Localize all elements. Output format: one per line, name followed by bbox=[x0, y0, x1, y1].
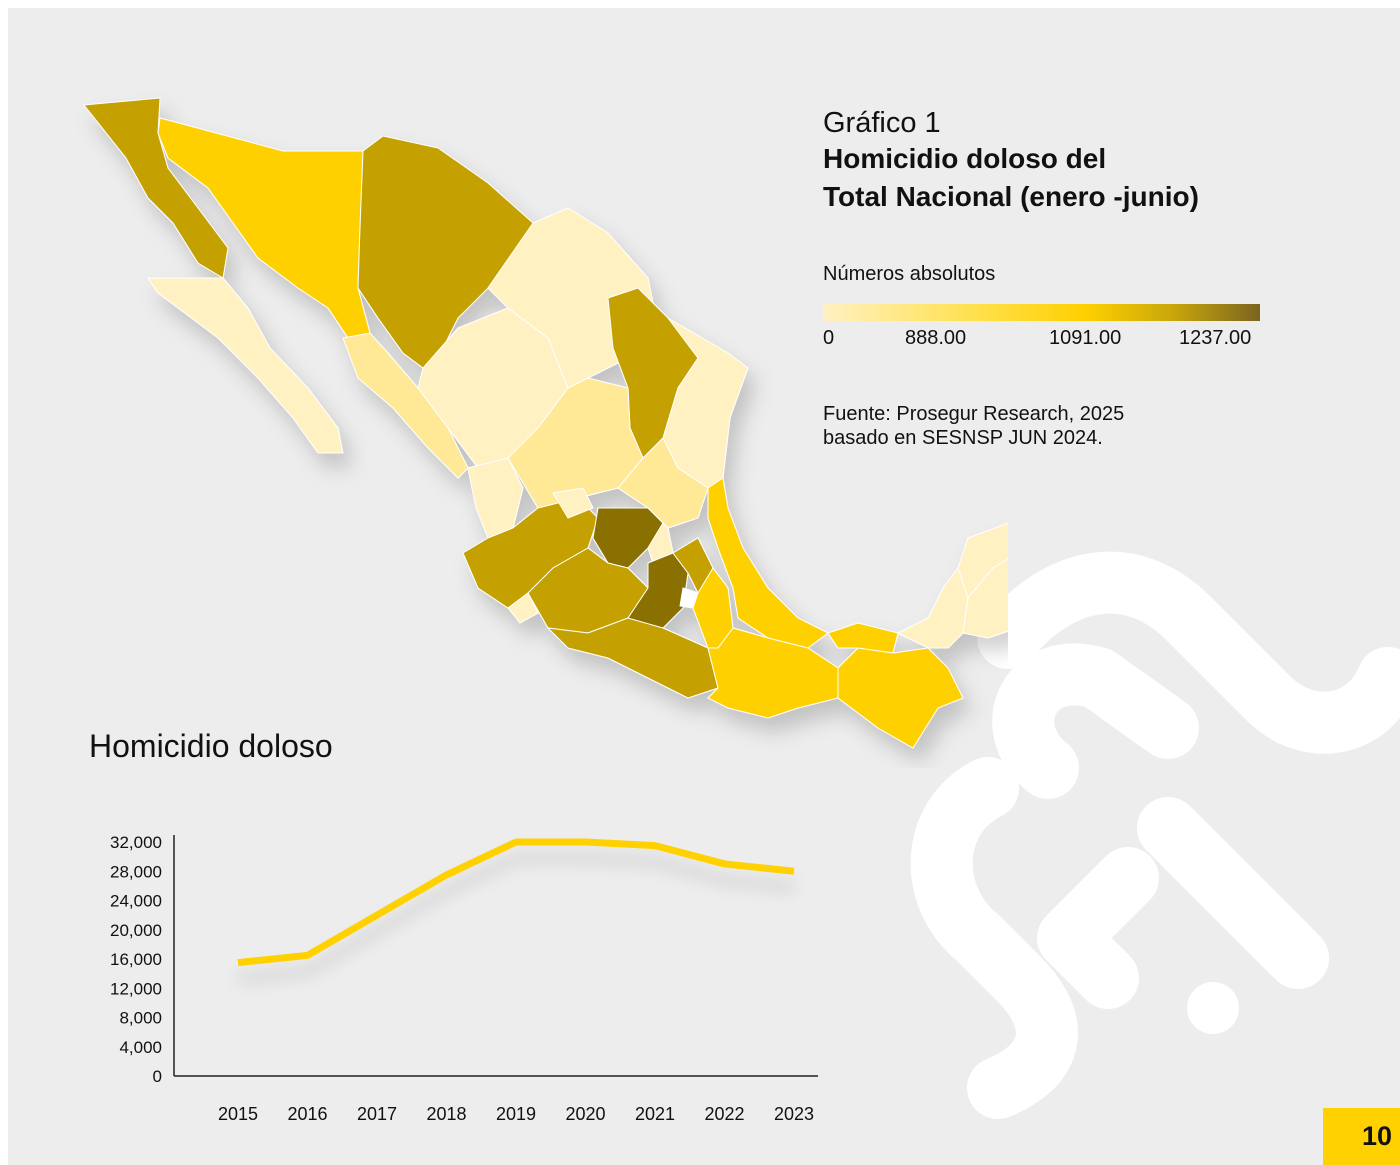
state-baja-california bbox=[83, 97, 229, 279]
state-san-luis-potosi bbox=[617, 437, 709, 529]
y-tick-label: 16,000 bbox=[110, 950, 162, 969]
state-chiapas bbox=[837, 647, 964, 749]
source-line1: Fuente: Prosegur Research, 2025 bbox=[823, 403, 1125, 425]
x-tick-label: 2019 bbox=[496, 1104, 536, 1124]
y-tick-label: 12,000 bbox=[110, 979, 162, 998]
x-tick-label: 2020 bbox=[565, 1104, 605, 1124]
figure-title-block: Gráfico 1 Homicidio doloso del Total Nac… bbox=[823, 106, 1343, 216]
mexico-choropleth-map bbox=[83, 97, 1008, 749]
legend-tick: 1091.00 bbox=[1049, 327, 1122, 349]
figure-title-line1: Homicidio doloso del bbox=[823, 143, 1107, 174]
figure-label: Gráfico 1 bbox=[823, 107, 941, 139]
map-legend: Números absolutos 0 888.00 1091.00 1237.… bbox=[823, 263, 1283, 353]
brand-watermark-icon bbox=[910, 551, 1400, 1119]
y-tick-label: 4,000 bbox=[119, 1038, 162, 1057]
source-note: Fuente: Prosegur Research, 2025 basado e… bbox=[823, 402, 1243, 450]
state-jalisco bbox=[462, 497, 599, 609]
x-tick-label: 2023 bbox=[774, 1104, 814, 1124]
state-oaxaca bbox=[707, 627, 839, 719]
legend-tick: 1237.00 bbox=[1179, 327, 1252, 349]
y-tick-label: 8,000 bbox=[119, 1009, 162, 1028]
x-tick-label: 2016 bbox=[287, 1104, 327, 1124]
x-tick-label: 2021 bbox=[635, 1104, 675, 1124]
y-tick-label: 28,000 bbox=[110, 862, 162, 881]
x-tick-label: 2017 bbox=[357, 1104, 397, 1124]
legend-tick: 0 bbox=[823, 327, 835, 349]
legend-color-scale bbox=[823, 304, 1260, 321]
legend-tick: 888.00 bbox=[905, 327, 967, 349]
state-veracruz bbox=[707, 477, 829, 649]
state-colima bbox=[507, 592, 539, 624]
legend-title: Números absolutos bbox=[823, 263, 996, 285]
figure-title-line2: Total Nacional (enero -junio) bbox=[823, 181, 1199, 212]
state-aguascalientes bbox=[552, 487, 594, 519]
report-page: Gráfico 1 Homicidio doloso del Total Nac… bbox=[8, 8, 1400, 1165]
state-quintana-roo bbox=[962, 558, 1008, 639]
y-tick-label: 20,000 bbox=[110, 921, 162, 940]
series-line bbox=[237, 838, 795, 967]
y-tick-label: 32,000 bbox=[110, 833, 162, 852]
x-tick-label: 2022 bbox=[704, 1104, 744, 1124]
homicide-line-chart: 0 4,000 8,000 12,000 16,000 20,000 24,000 28,00… bbox=[110, 833, 818, 1124]
source-line2: basado en SESNSP JUN 2024. bbox=[823, 427, 1103, 449]
y-tick-label: 0 bbox=[153, 1067, 162, 1086]
state-campeche bbox=[896, 566, 969, 649]
state-baja-california-sur bbox=[147, 277, 344, 454]
x-tick-label: 2018 bbox=[426, 1104, 466, 1124]
legend-ticks: 0 888.00 1091.00 1237.00 bbox=[823, 327, 1283, 353]
y-tick-label: 24,000 bbox=[110, 892, 162, 911]
x-tick-label: 2015 bbox=[218, 1104, 258, 1124]
line-chart-title: Homicidio doloso bbox=[89, 728, 333, 764]
state-chihuahua bbox=[357, 135, 534, 369]
page-number: 10 bbox=[1323, 1108, 1400, 1165]
